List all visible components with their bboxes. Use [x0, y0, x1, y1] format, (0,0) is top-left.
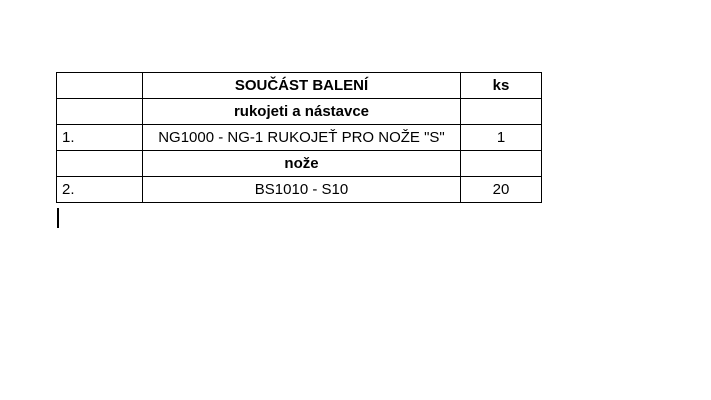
section-row-handles: rukojeti a nástavce [56, 98, 542, 125]
quantity-cell[interactable]: 1 [460, 124, 542, 151]
packing-list-table: SOUČÁST BALENÍ ks rukojeti a nástavce 1.… [56, 72, 542, 203]
text-caret [57, 208, 59, 228]
quantity-cell[interactable]: 20 [460, 176, 542, 203]
header-description-cell[interactable]: SOUČÁST BALENÍ [142, 72, 461, 99]
row-number-cell[interactable] [56, 150, 143, 177]
table-header-row: SOUČÁST BALENÍ ks [56, 72, 542, 99]
header-index-cell[interactable] [56, 72, 143, 99]
row-number-cell[interactable]: 2. [56, 176, 143, 203]
quantity-cell[interactable] [460, 150, 542, 177]
item-row-2: 2. BS1010 - S10 20 [56, 176, 542, 203]
row-number-cell[interactable]: 1. [56, 124, 143, 151]
item-description-cell[interactable]: BS1010 - S10 [142, 176, 461, 203]
section-title-cell[interactable]: nože [142, 150, 461, 177]
quantity-cell[interactable] [460, 98, 542, 125]
row-number-cell[interactable] [56, 98, 143, 125]
item-description-cell[interactable]: NG1000 - NG-1 RUKOJEŤ PRO NOŽE "S" [142, 124, 461, 151]
section-row-knives: nože [56, 150, 542, 177]
item-row-1: 1. NG1000 - NG-1 RUKOJEŤ PRO NOŽE "S" 1 [56, 124, 542, 151]
section-title-cell[interactable]: rukojeti a nástavce [142, 98, 461, 125]
header-quantity-cell[interactable]: ks [460, 72, 542, 99]
